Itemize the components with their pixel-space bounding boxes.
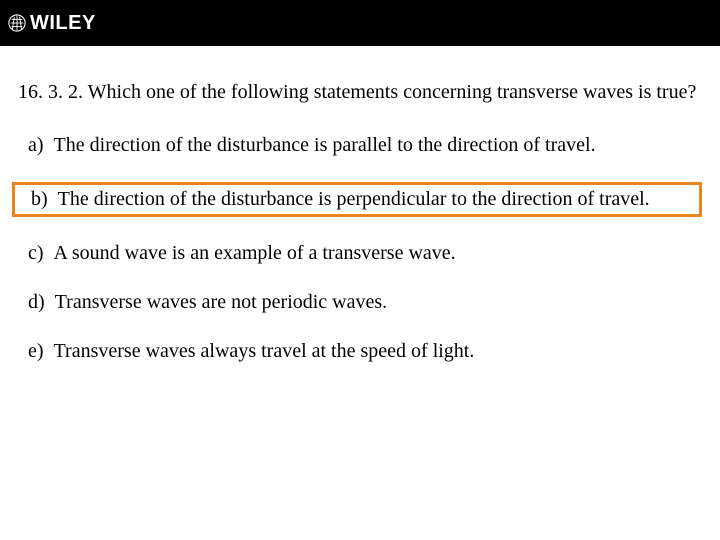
brand-text: WILEY	[30, 12, 96, 35]
option-letter: e)	[28, 340, 44, 362]
option-b: b) The direction of the disturbance is p…	[12, 182, 702, 217]
question-prompt: Which one of the following statements co…	[88, 81, 697, 103]
option-e: e) Transverse waves always travel at the…	[18, 339, 702, 364]
options-list: a) The direction of the disturbance is p…	[18, 133, 702, 364]
option-letter: b)	[31, 188, 48, 210]
option-c: c) A sound wave is an example of a trans…	[18, 241, 702, 266]
option-text: The direction of the disturbance is perp…	[58, 188, 650, 210]
option-letter: d)	[28, 291, 45, 313]
question-block: 16. 3. 2. Which one of the following sta…	[18, 80, 702, 105]
content-area: 16. 3. 2. Which one of the following sta…	[0, 46, 720, 364]
option-text: Transverse waves always travel at the sp…	[54, 340, 475, 362]
question-number: 16. 3. 2.	[18, 81, 83, 103]
wiley-icon	[8, 14, 26, 32]
option-d: d) Transverse waves are not periodic wav…	[18, 290, 702, 315]
question-text: 16. 3. 2. Which one of the following sta…	[18, 80, 702, 105]
option-letter: a)	[28, 134, 44, 156]
option-letter: c)	[28, 242, 44, 264]
option-a: a) The direction of the disturbance is p…	[18, 133, 702, 158]
option-text: Transverse waves are not periodic waves.	[55, 291, 388, 313]
brand-logo: WILEY	[8, 12, 96, 35]
option-text: The direction of the disturbance is para…	[54, 134, 596, 156]
option-text: A sound wave is an example of a transver…	[54, 242, 456, 264]
header-bar: WILEY	[0, 0, 720, 46]
